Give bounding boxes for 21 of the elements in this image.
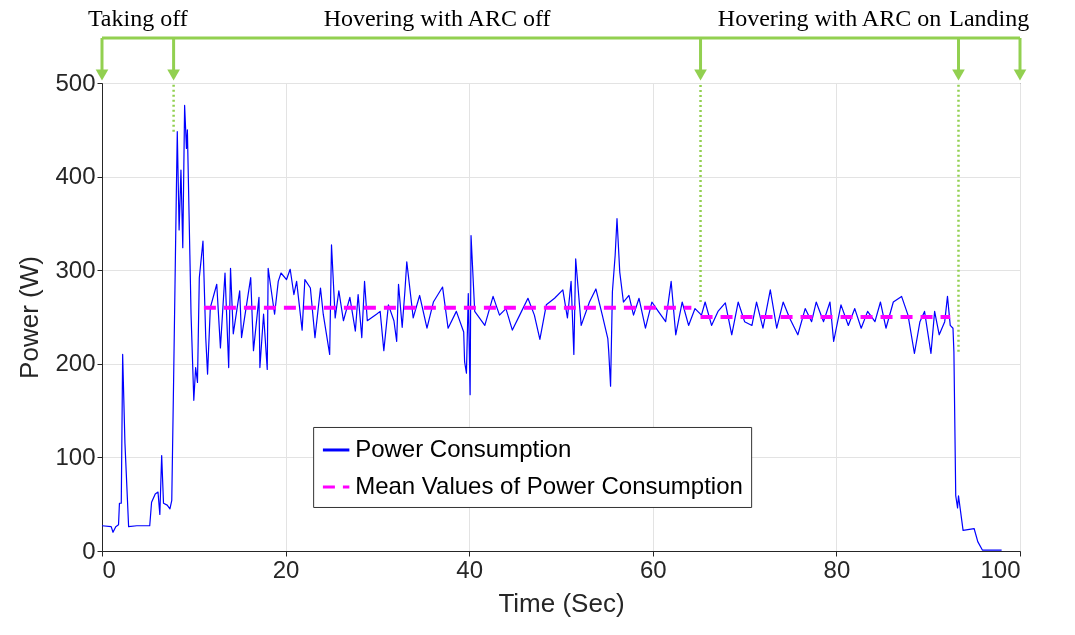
x-tick-label: 20 — [272, 555, 300, 583]
y-tick-label: 200 — [55, 349, 96, 377]
text: Hovering with ARC off — [323, 5, 551, 31]
x-tick-label: 80 — [823, 555, 851, 583]
x-tick-label: 100 — [980, 555, 1021, 583]
text: Landing — [949, 5, 1030, 31]
x-tick-label: 60 — [639, 555, 667, 583]
legend-label: Mean Values of Power Consumption — [355, 471, 743, 499]
x-tick-label: 40 — [456, 555, 484, 583]
y-tick-label: 300 — [55, 255, 96, 283]
y-tick-label: 0 — [82, 536, 96, 564]
legend-label: Power Consumption — [355, 434, 572, 462]
y-tick-label: 100 — [55, 442, 96, 470]
text: Hovering with ARC on — [717, 5, 942, 31]
y-axis-title: Power (W) — [14, 256, 45, 379]
y-tick-label: 500 — [55, 68, 96, 96]
y-tick-label: 400 — [55, 162, 96, 190]
text: Taking off — [87, 5, 188, 31]
x-tick-label: 0 — [102, 555, 116, 583]
line-series — [102, 104, 1003, 551]
x-axis-title: Time (Sec) — [498, 587, 625, 618]
